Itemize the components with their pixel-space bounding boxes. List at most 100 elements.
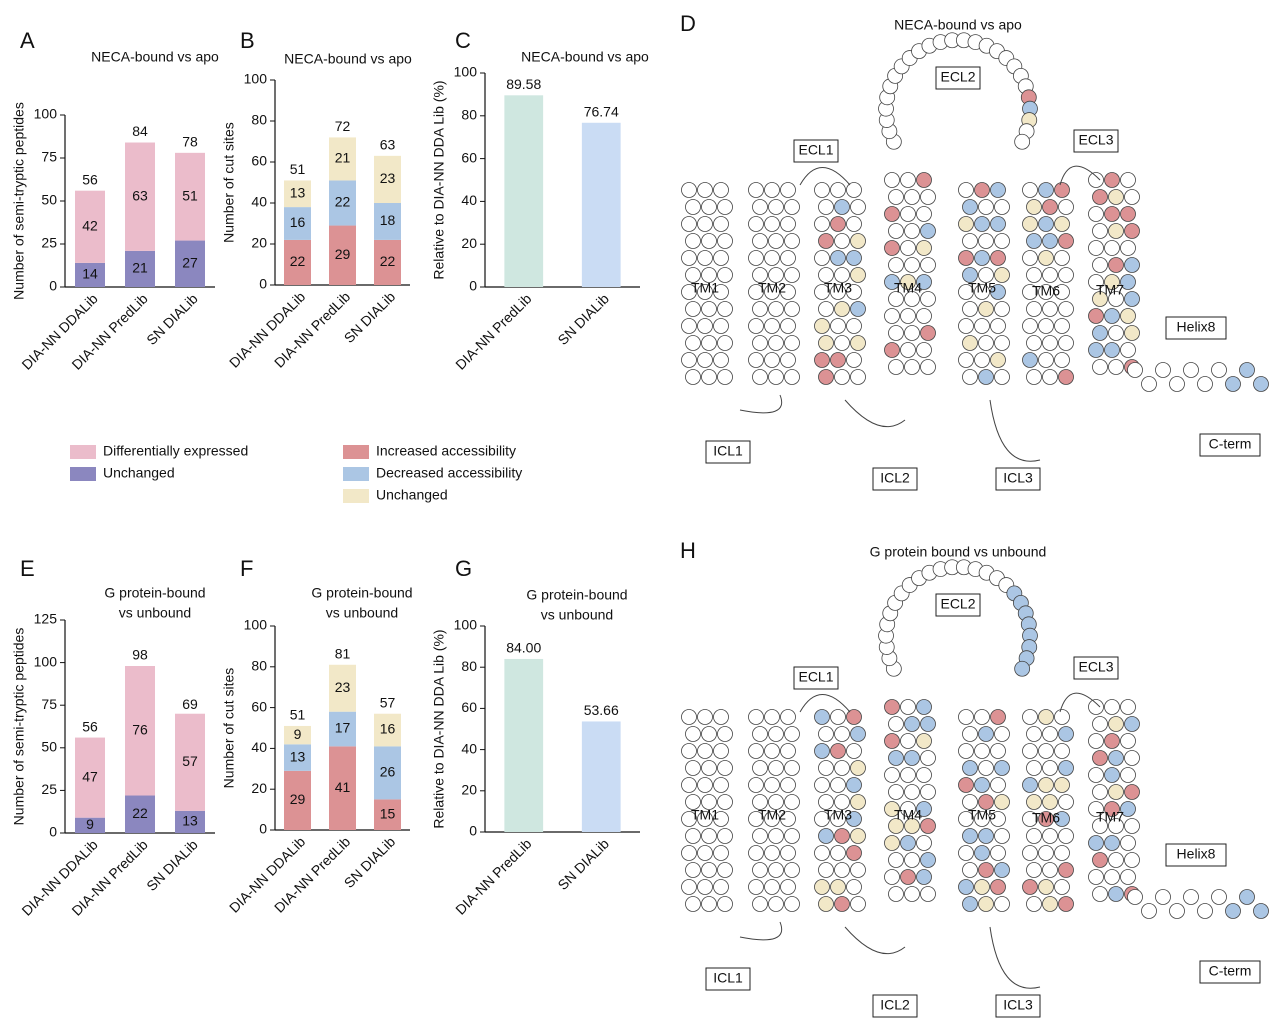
diagram-title: G protein bound vs unbound — [870, 544, 1047, 560]
x-tick-label: DIA-NN DDALib — [226, 288, 308, 370]
residue — [1022, 250, 1038, 266]
bar-segment — [284, 744, 311, 771]
residue — [1026, 335, 1042, 351]
residue — [846, 182, 862, 198]
loop — [739, 692, 1101, 989]
residue — [888, 359, 904, 375]
residue — [752, 726, 768, 742]
residue — [846, 284, 862, 300]
residue — [974, 777, 990, 793]
segment-label: 51 — [182, 187, 198, 203]
residue — [962, 267, 978, 283]
residue — [1120, 801, 1136, 817]
residue — [994, 335, 1010, 351]
total-label: 51 — [290, 161, 306, 177]
residue — [962, 199, 978, 215]
residue — [768, 862, 784, 878]
residue — [920, 818, 936, 834]
residue — [916, 699, 932, 715]
residue — [818, 794, 834, 810]
residue — [888, 852, 904, 868]
residue — [850, 335, 866, 351]
residue — [764, 318, 780, 334]
residue — [780, 709, 796, 725]
residue — [1042, 794, 1058, 810]
segment-label: 21 — [132, 260, 148, 276]
total-label: 69 — [182, 696, 198, 712]
residue — [697, 743, 713, 759]
residue — [920, 189, 936, 205]
y-tick-label: 75 — [41, 149, 57, 165]
y-tick-label: 60 — [251, 153, 267, 169]
residue — [1038, 284, 1054, 300]
residue — [1169, 376, 1185, 392]
residue — [1038, 743, 1054, 759]
bar-segment — [175, 152, 205, 241]
region-box — [705, 440, 751, 464]
residue — [713, 318, 729, 334]
residue — [681, 284, 697, 300]
panel-label: F — [240, 556, 253, 581]
residue — [1088, 206, 1104, 222]
value-label: 84.00 — [506, 640, 541, 656]
residue — [990, 709, 1006, 725]
segment-label: 13 — [290, 184, 306, 200]
residue — [1038, 182, 1054, 198]
residue — [685, 335, 701, 351]
bar-segment — [374, 799, 401, 830]
residue — [818, 828, 834, 844]
panel-label: B — [240, 28, 255, 53]
residue — [701, 199, 717, 215]
residue — [916, 835, 932, 851]
residue — [1038, 845, 1054, 861]
residue — [1108, 784, 1124, 800]
residue — [713, 182, 729, 198]
residue — [850, 267, 866, 283]
residue — [1022, 216, 1038, 232]
residue — [846, 250, 862, 266]
residue — [818, 233, 834, 249]
total-label: 63 — [380, 137, 396, 153]
total-label: 56 — [82, 171, 98, 187]
residue — [830, 250, 846, 266]
residue — [846, 318, 862, 334]
region-box — [995, 994, 1041, 1018]
residue — [1088, 835, 1104, 851]
residue — [764, 182, 780, 198]
residue — [888, 291, 904, 307]
segment-label: 22 — [132, 805, 148, 821]
segment-label: 18 — [380, 212, 396, 228]
residue — [1124, 223, 1140, 239]
residue — [850, 726, 866, 742]
residue — [685, 862, 701, 878]
residue — [978, 794, 994, 810]
region-box — [705, 967, 751, 991]
residue — [916, 767, 932, 783]
residue — [884, 733, 900, 749]
residue — [1104, 733, 1120, 749]
residue — [846, 777, 862, 793]
residue — [1108, 750, 1124, 766]
residue — [904, 359, 920, 375]
residue — [818, 760, 834, 776]
bar-segment — [329, 180, 356, 226]
residue — [916, 240, 932, 256]
residue — [818, 267, 834, 283]
residue — [768, 828, 784, 844]
residue — [1022, 182, 1038, 198]
residue — [1026, 267, 1042, 283]
residue — [1042, 828, 1058, 844]
total-label: 57 — [380, 694, 396, 710]
residue — [1239, 889, 1255, 905]
region-label: ICL3 — [1003, 997, 1033, 1013]
legend-label: Decreased accessibility — [376, 465, 522, 481]
y-tick-label: 100 — [34, 653, 58, 669]
y-tick-label: 25 — [41, 235, 57, 251]
region-label: ECL2 — [940, 596, 975, 612]
residue — [978, 896, 994, 912]
residue — [834, 896, 850, 912]
region-box — [872, 994, 918, 1018]
chart-title: G protein-bound — [104, 585, 205, 601]
residue — [1092, 257, 1108, 273]
y-tick-label: 40 — [251, 739, 267, 755]
